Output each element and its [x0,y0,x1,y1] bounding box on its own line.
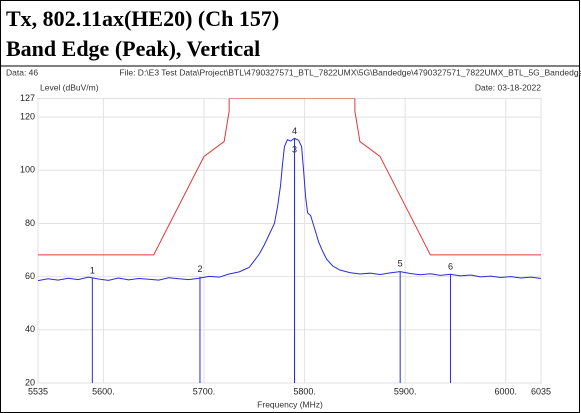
y-tick-label: 20 [25,377,35,387]
y-tick-label: 100 [20,165,35,175]
title: Tx, 802.11ax(HE20) (Ch 157) [6,6,279,31]
y-tick-label: 120 [20,111,35,121]
file-path: File: D:\E3 Test Data\Project\BTL\479032… [119,67,581,77]
marker-label: 1 [90,265,95,275]
x-tick-label: 5600. [92,386,115,396]
x-tick-label: 5535 [28,386,48,396]
y-tick-label: 40 [25,324,35,334]
marker-label: 6 [448,261,453,271]
y-tick-label: 80 [25,218,35,228]
data-number: Data: 46 [6,67,38,77]
y-tick-label: 127 [20,93,35,103]
y-tick-label: 60 [25,271,35,281]
x-tick-label: 5900. [394,386,417,396]
x-axis-label: Frequency (MHz) [257,399,323,409]
x-tick-label: 6000. [495,386,518,396]
series-line [38,98,541,256]
x-tick-label: 5800. [293,386,316,396]
date: Date: 03-18-2022 [475,82,541,92]
series-line [38,137,541,282]
subtitle: Band Edge (Peak), Vertical [6,36,260,61]
marker-label: 4 [292,126,297,136]
marker-label: 2 [197,264,202,274]
plot-area [37,98,542,384]
marker-label: 5 [398,259,403,269]
y-axis-label: Level (dBuV/m) [40,82,99,92]
x-tick-label: 5700. [193,386,216,396]
x-tick-label: 6035 [531,386,551,396]
